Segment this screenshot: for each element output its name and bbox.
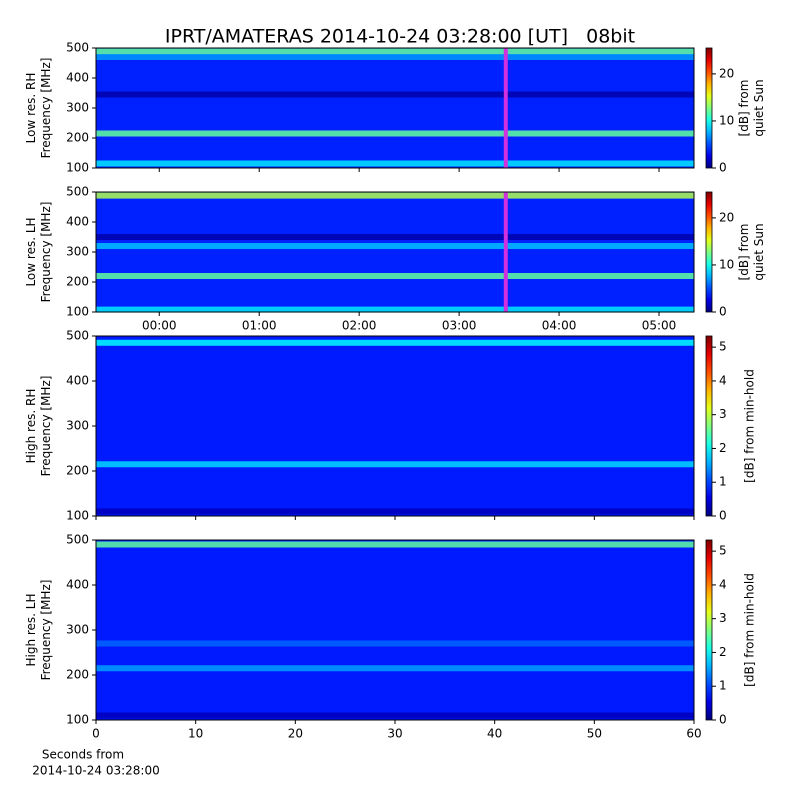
y-tick-label: 200 <box>66 131 89 145</box>
colorbar-tick-label: 0 <box>719 161 727 175</box>
x-tick-label: 30 <box>387 727 402 741</box>
frequency-band <box>96 54 694 60</box>
y-tick-label: 500 <box>66 533 89 547</box>
colorbar-tick-label: 1 <box>719 679 727 693</box>
colorbar-label: quiet Sun <box>752 223 766 280</box>
y-tick-label: 300 <box>66 245 89 259</box>
colorbar-tick-label: 2 <box>719 441 727 455</box>
colorbar-tick-label: 4 <box>719 373 727 387</box>
y-tick-label: 300 <box>66 419 89 433</box>
colorbar-tick-label: 5 <box>719 544 727 558</box>
y-axis-label: High res. LH <box>24 593 38 666</box>
frequency-band <box>96 160 694 167</box>
frequency-band <box>96 234 694 240</box>
colorbar <box>705 191 713 313</box>
frequency-band <box>96 665 694 672</box>
colorbar-tick-label: 10 <box>719 113 734 127</box>
colorbar-tick-label: 3 <box>719 407 727 421</box>
y-tick-label: 400 <box>66 578 89 592</box>
frequency-band <box>96 48 694 55</box>
y-axis-label: Low res. LH <box>24 217 38 286</box>
x-tick-label: 03:00 <box>442 319 477 333</box>
x-axis-label: Seconds from <box>42 748 124 762</box>
colorbar-tick-label: 4 <box>719 577 727 591</box>
colorbar-tick-label: 20 <box>719 66 734 80</box>
frequency-band <box>96 243 694 249</box>
colorbar-label: [dB] from min-hold <box>743 573 757 687</box>
colorbar-label: [dB] from <box>737 224 751 281</box>
colorbar-tick-label: 5 <box>719 340 727 354</box>
frequency-band <box>96 339 694 346</box>
y-tick-label: 300 <box>66 101 89 115</box>
y-axis-label: Frequency [MHz] <box>39 580 53 681</box>
frequency-band <box>96 91 694 98</box>
colorbar <box>705 47 713 169</box>
frequency-band <box>96 640 694 647</box>
heatmap-background <box>96 48 694 168</box>
colorbar-label: [dB] from min-hold <box>743 369 757 483</box>
frequency-band <box>96 130 694 137</box>
frequency-band <box>96 508 694 515</box>
y-axis-label: Frequency [MHz] <box>39 58 53 159</box>
colorbar-tick-label: 3 <box>719 611 727 625</box>
colorbar-tick-label: 0 <box>719 509 727 523</box>
y-tick-label: 500 <box>66 41 89 55</box>
x-tick-label: 50 <box>587 727 602 741</box>
heatmap-background <box>96 192 694 312</box>
y-axis-label: Frequency [MHz] <box>39 202 53 303</box>
x-tick-label: 04:00 <box>542 319 577 333</box>
colorbar-tick-label: 20 <box>719 210 734 224</box>
y-axis-label: High res. RH <box>24 389 38 464</box>
colorbar-tick-label: 10 <box>719 257 734 271</box>
y-tick-label: 200 <box>66 464 89 478</box>
heatmap-background <box>96 540 694 720</box>
frequency-band <box>96 461 694 468</box>
heatmap-background <box>96 336 694 516</box>
figure-title: IPRT/AMATERAS 2014-10-24 03:28:00 [UT] 0… <box>165 26 635 48</box>
frequency-band <box>96 306 694 313</box>
colorbar-tick-label: 2 <box>719 645 727 659</box>
colorbar-tick-label: 0 <box>719 713 727 727</box>
y-tick-label: 100 <box>66 509 89 523</box>
y-tick-label: 500 <box>66 329 89 343</box>
x-axis-label: 2014-10-24 03:28:00 <box>32 764 159 778</box>
y-tick-label: 400 <box>66 71 89 85</box>
y-axis-label: Low res. RH <box>24 73 38 144</box>
y-tick-label: 200 <box>66 668 89 682</box>
colorbar-label: [dB] from <box>737 80 751 137</box>
y-tick-label: 100 <box>66 305 89 319</box>
colorbar <box>705 335 713 517</box>
colorbar <box>705 539 713 721</box>
x-tick-label: 60 <box>686 727 701 741</box>
y-tick-label: 200 <box>66 275 89 289</box>
colorbar-label: quiet Sun <box>752 79 766 136</box>
y-tick-label: 100 <box>66 713 89 727</box>
y-tick-label: 100 <box>66 161 89 175</box>
y-tick-label: 400 <box>66 215 89 229</box>
frequency-band <box>96 192 694 199</box>
frequency-band <box>96 541 694 548</box>
x-tick-label: 02:00 <box>342 319 377 333</box>
x-tick-label: 0 <box>92 727 100 741</box>
y-tick-label: 500 <box>66 185 89 199</box>
frequency-band <box>96 712 694 719</box>
y-axis-label: Frequency [MHz] <box>39 376 53 477</box>
frequency-band <box>96 273 694 279</box>
x-tick-label: 20 <box>288 727 303 741</box>
x-tick-label: 01:00 <box>242 319 277 333</box>
colorbar-tick-label: 0 <box>719 305 727 319</box>
y-tick-label: 400 <box>66 374 89 388</box>
y-tick-label: 300 <box>66 623 89 637</box>
x-tick-label: 10 <box>188 727 203 741</box>
colorbar-tick-label: 1 <box>719 475 727 489</box>
x-tick-label: 40 <box>487 727 502 741</box>
x-tick-label: 00:00 <box>142 319 177 333</box>
x-tick-label: 05:00 <box>642 319 677 333</box>
